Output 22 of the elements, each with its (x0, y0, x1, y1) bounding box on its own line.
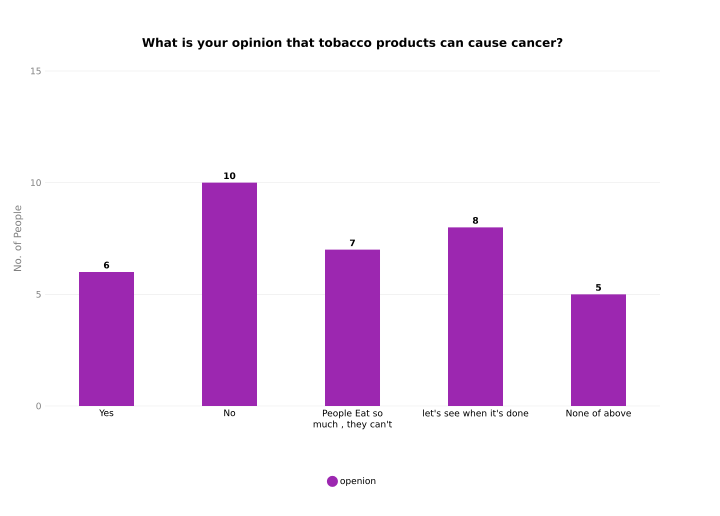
legend-label: openion (340, 477, 376, 486)
x-tick-label: People Eat so much , they can't (314, 410, 392, 430)
y-axis-title: No. of People (13, 206, 24, 271)
data-label: 5 (596, 284, 601, 291)
data-label: 6 (104, 262, 110, 268)
x-tick-label: Yes (99, 410, 114, 416)
y-tick-label: 0 (36, 402, 41, 410)
bar (79, 272, 134, 406)
y-tick-label: 10 (31, 179, 41, 186)
data-label: 10 (224, 172, 236, 180)
y-tick-label: 15 (31, 68, 41, 74)
data-label: 7 (350, 240, 355, 246)
bar (202, 182, 258, 406)
bar (325, 250, 380, 406)
data-label: 8 (472, 216, 478, 224)
bar (448, 227, 503, 406)
x-tick-label: None of above (566, 410, 631, 416)
x-tick-label: let's see when it's done (423, 410, 528, 416)
y-tick-label: 5 (36, 290, 41, 298)
x-tick-label: No (224, 410, 236, 416)
bar (571, 294, 626, 406)
chart-title: What is your opinion that tobacco products can cause cancer? (142, 38, 562, 50)
